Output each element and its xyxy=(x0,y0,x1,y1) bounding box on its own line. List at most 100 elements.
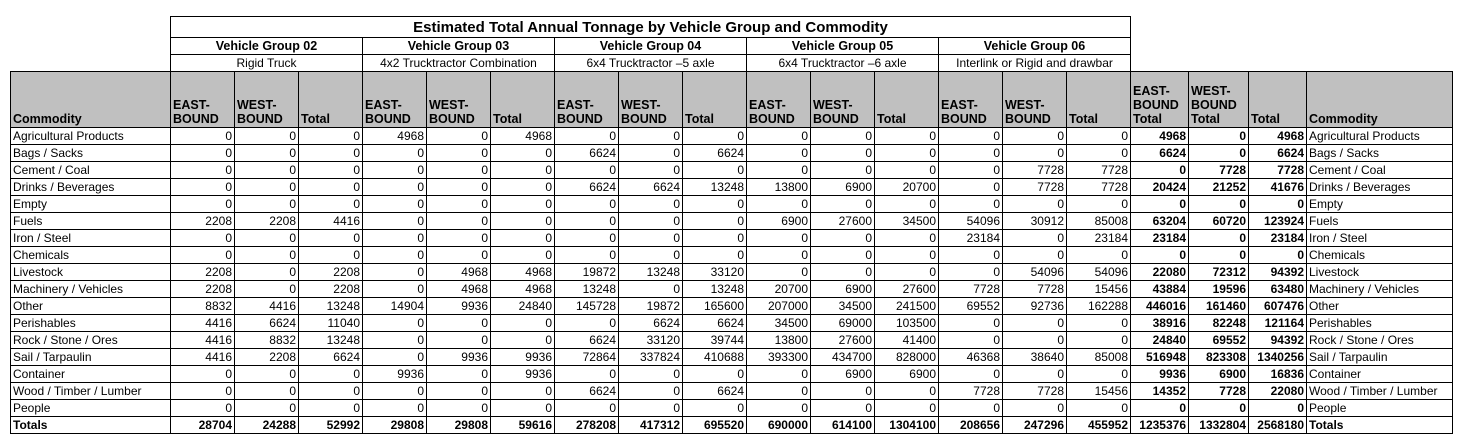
overall-total-cell: 82248 xyxy=(1188,314,1249,332)
value-cell: 9936 xyxy=(490,365,555,383)
overall-total-cell: 63204 xyxy=(1130,212,1189,230)
value-cell: 0 xyxy=(810,382,875,400)
value-cell: 0 xyxy=(874,246,939,264)
value-cell: 0 xyxy=(810,229,875,247)
value-cell: 0 xyxy=(682,365,747,383)
value-cell: 0 xyxy=(746,365,811,383)
value-cell: 0 xyxy=(874,229,939,247)
overall-total-cell: 0 xyxy=(1188,127,1249,145)
value-cell: 46368 xyxy=(938,348,1003,366)
overall-total-cell: 4968 xyxy=(1248,127,1307,145)
value-cell: 208656 xyxy=(938,416,1003,434)
value-cell: 0 xyxy=(234,382,299,400)
value-cell: 7728 xyxy=(1066,161,1131,179)
value-cell: 0 xyxy=(426,127,491,145)
value-cell: 241500 xyxy=(874,297,939,315)
value-cell: 4968 xyxy=(426,263,491,281)
value-cell: 614100 xyxy=(810,416,875,434)
value-cell: 13248 xyxy=(618,263,683,281)
commodity-label: Sail / Tarpaulin xyxy=(10,348,171,366)
group-total-header: Total xyxy=(874,71,939,128)
value-cell: 410688 xyxy=(682,348,747,366)
value-cell: 0 xyxy=(298,178,363,196)
value-cell: 0 xyxy=(874,263,939,281)
value-cell: 162288 xyxy=(1066,297,1131,315)
value-cell: 6900 xyxy=(746,212,811,230)
value-cell: 0 xyxy=(1002,246,1067,264)
value-cell: 0 xyxy=(490,178,555,196)
value-cell: 0 xyxy=(298,399,363,417)
value-cell: 7728 xyxy=(1002,161,1067,179)
commodity-label: Container xyxy=(10,365,171,383)
value-cell: 27600 xyxy=(810,212,875,230)
value-cell: 2208 xyxy=(234,212,299,230)
value-cell: 4416 xyxy=(170,331,235,349)
value-cell: 0 xyxy=(874,127,939,145)
value-cell: 0 xyxy=(426,161,491,179)
value-cell: 0 xyxy=(1002,195,1067,213)
value-cell: 0 xyxy=(426,144,491,162)
value-cell: 13248 xyxy=(298,331,363,349)
value-cell: 0 xyxy=(1066,195,1131,213)
overall-total-cell: 22080 xyxy=(1130,263,1189,281)
value-cell: 0 xyxy=(1066,314,1131,332)
value-cell: 0 xyxy=(490,229,555,247)
value-cell: 9936 xyxy=(426,348,491,366)
value-cell: 54096 xyxy=(938,212,1003,230)
value-cell: 7728 xyxy=(1002,382,1067,400)
value-cell: 13248 xyxy=(682,280,747,298)
value-cell: 8832 xyxy=(170,297,235,315)
value-cell: 11040 xyxy=(298,314,363,332)
value-cell: 0 xyxy=(362,161,427,179)
value-cell: 0 xyxy=(298,127,363,145)
value-cell: 0 xyxy=(1002,314,1067,332)
eastbound-header: EAST-BOUND xyxy=(362,71,427,128)
commodity-label: Wood / Timber / Lumber xyxy=(10,382,171,400)
group-desc: 4x2 Trucktractor Combination xyxy=(362,54,555,72)
value-cell: 0 xyxy=(874,144,939,162)
value-cell: 0 xyxy=(618,365,683,383)
overall-total-cell: 38916 xyxy=(1130,314,1189,332)
overall-total-cell: 6624 xyxy=(1130,144,1189,162)
value-cell: 0 xyxy=(170,144,235,162)
commodity-label: Machinery / Vehicles xyxy=(10,280,171,298)
commodity-label-right: Sail / Tarpaulin xyxy=(1306,348,1453,366)
value-cell: 0 xyxy=(1002,365,1067,383)
value-cell: 6900 xyxy=(810,365,875,383)
commodity-label-right: Drinks / Beverages xyxy=(1306,178,1453,196)
value-cell: 6624 xyxy=(554,144,619,162)
value-cell: 92736 xyxy=(1002,297,1067,315)
value-cell: 0 xyxy=(1066,399,1131,417)
value-cell: 6624 xyxy=(234,314,299,332)
table-body: Agricultural Products 0 0 0 4968 0 4968 0 0 0 0 0 0 0… xyxy=(10,127,1453,434)
value-cell: 59616 xyxy=(490,416,555,434)
overall-total-cell: 20424 xyxy=(1130,178,1189,196)
group-total-header: Total xyxy=(682,71,747,128)
value-cell: 0 xyxy=(298,144,363,162)
value-cell: 165600 xyxy=(682,297,747,315)
value-cell: 0 xyxy=(234,263,299,281)
group-desc: Rigid Truck xyxy=(170,54,363,72)
value-cell: 0 xyxy=(298,365,363,383)
overall-total-cell: 63480 xyxy=(1248,280,1307,298)
commodity-label: Livestock xyxy=(10,263,171,281)
value-cell: 2208 xyxy=(234,348,299,366)
group-name: Vehicle Group 04 xyxy=(554,37,747,55)
overall-total-cell: 6624 xyxy=(1248,144,1307,162)
commodity-label-right: Livestock xyxy=(1306,263,1453,281)
value-cell: 0 xyxy=(426,195,491,213)
value-cell: 0 xyxy=(490,161,555,179)
value-cell: 0 xyxy=(1066,127,1131,145)
commodity-header-right: Commodity xyxy=(1306,71,1453,128)
westbound-header: WEST-BOUND xyxy=(234,71,299,128)
value-cell: 0 xyxy=(554,229,619,247)
value-cell: 69552 xyxy=(938,297,1003,315)
value-cell: 455952 xyxy=(1066,416,1131,434)
value-cell: 207000 xyxy=(746,297,811,315)
commodity-label-right: Chemicals xyxy=(1306,246,1453,264)
commodity-label-right: Cement / Coal xyxy=(1306,161,1453,179)
overall-total-cell: 1235376 xyxy=(1130,416,1189,434)
value-cell: 34500 xyxy=(810,297,875,315)
group-name: Vehicle Group 06 xyxy=(938,37,1131,55)
overall-total-cell: 7728 xyxy=(1188,161,1249,179)
